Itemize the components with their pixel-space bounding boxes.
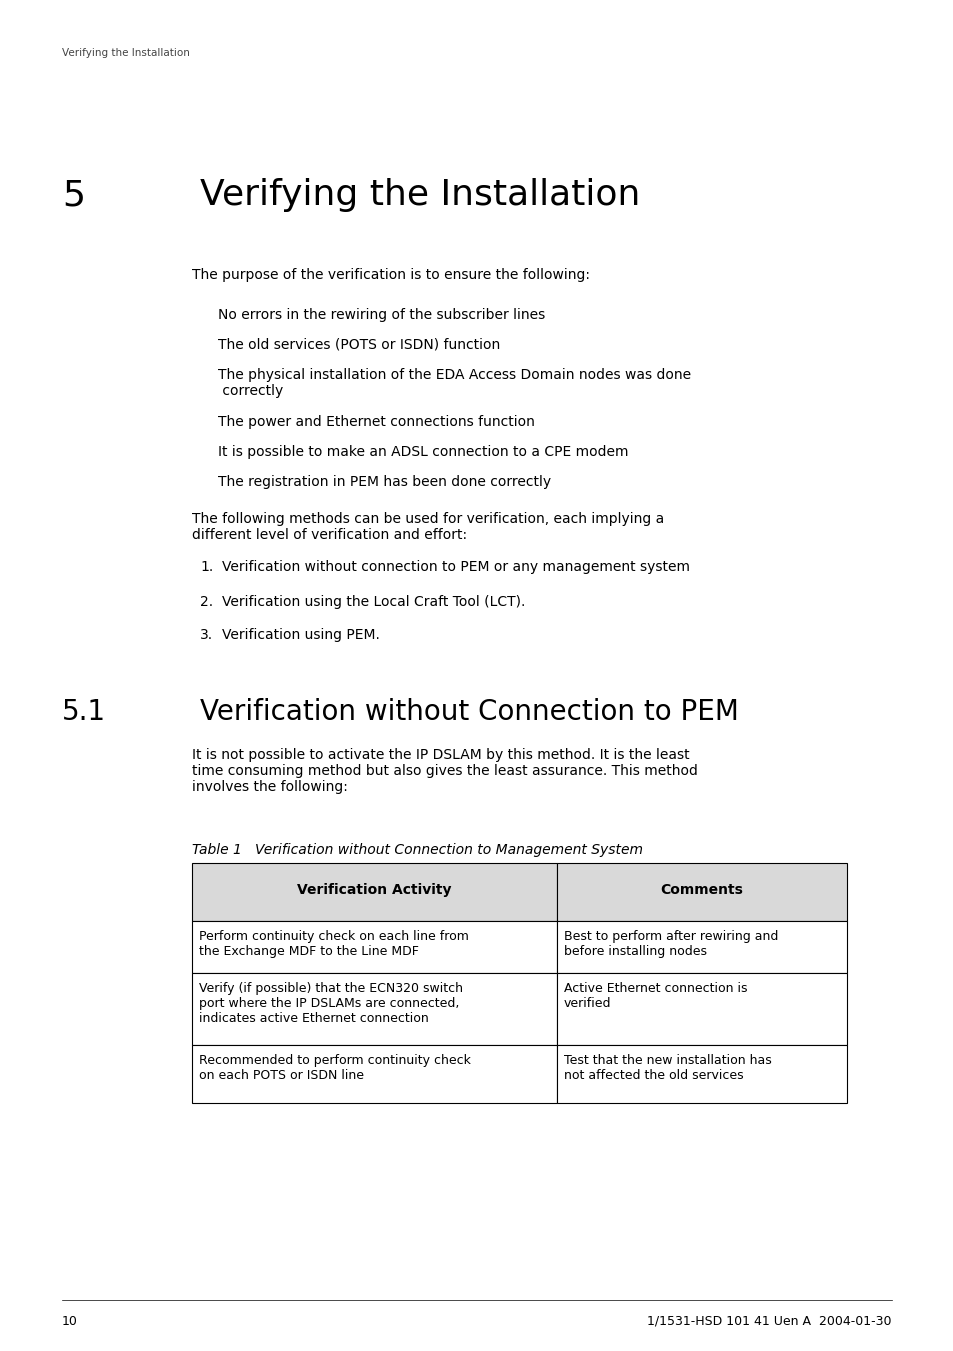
Text: The physical installation of the EDA Access Domain nodes was done
 correctly: The physical installation of the EDA Acc… bbox=[218, 367, 690, 399]
Text: 1.: 1. bbox=[200, 561, 213, 574]
Text: 5: 5 bbox=[62, 178, 85, 212]
Text: Verification using PEM.: Verification using PEM. bbox=[222, 628, 379, 642]
Bar bbox=[557, 863, 846, 921]
Text: Active Ethernet connection is
verified: Active Ethernet connection is verified bbox=[563, 982, 747, 1011]
Text: The old services (POTS or ISDN) function: The old services (POTS or ISDN) function bbox=[218, 338, 499, 353]
Text: The power and Ethernet connections function: The power and Ethernet connections funct… bbox=[218, 415, 535, 430]
Bar bbox=[192, 863, 557, 921]
Text: No errors in the rewiring of the subscriber lines: No errors in the rewiring of the subscri… bbox=[218, 308, 545, 322]
Text: Verifying the Installation: Verifying the Installation bbox=[62, 49, 190, 58]
Text: 3.: 3. bbox=[200, 628, 213, 642]
Text: The registration in PEM has been done correctly: The registration in PEM has been done co… bbox=[218, 476, 551, 489]
Text: The following methods can be used for verification, each implying a
different le: The following methods can be used for ve… bbox=[192, 512, 663, 542]
Text: 1/1531-HSD 101 41 Uen A  2004-01-30: 1/1531-HSD 101 41 Uen A 2004-01-30 bbox=[647, 1315, 891, 1328]
Bar bbox=[192, 973, 557, 1046]
Text: Table 1: Table 1 bbox=[192, 843, 242, 857]
Text: Comments: Comments bbox=[659, 884, 742, 897]
Text: Verifying the Installation: Verifying the Installation bbox=[200, 178, 639, 212]
Bar bbox=[557, 1046, 846, 1102]
Bar bbox=[557, 973, 846, 1046]
Text: Verification without Connection to Management System: Verification without Connection to Manag… bbox=[254, 843, 642, 857]
Text: Recommended to perform continuity check
on each POTS or ISDN line: Recommended to perform continuity check … bbox=[199, 1054, 471, 1082]
Text: 2.: 2. bbox=[200, 594, 213, 609]
Bar bbox=[192, 1046, 557, 1102]
Text: It is possible to make an ADSL connection to a CPE modem: It is possible to make an ADSL connectio… bbox=[218, 444, 628, 459]
Text: Verification without Connection to PEM: Verification without Connection to PEM bbox=[200, 698, 739, 725]
Text: Best to perform after rewiring and
before installing nodes: Best to perform after rewiring and befor… bbox=[563, 929, 778, 958]
Text: It is not possible to activate the IP DSLAM by this method. It is the least
time: It is not possible to activate the IP DS… bbox=[192, 748, 698, 794]
Text: Test that the new installation has
not affected the old services: Test that the new installation has not a… bbox=[563, 1054, 771, 1082]
Text: 10: 10 bbox=[62, 1315, 78, 1328]
Text: 5.1: 5.1 bbox=[62, 698, 106, 725]
Text: The purpose of the verification is to ensure the following:: The purpose of the verification is to en… bbox=[192, 267, 589, 282]
Bar bbox=[192, 921, 557, 973]
Text: Verification using the Local Craft Tool (LCT).: Verification using the Local Craft Tool … bbox=[222, 594, 525, 609]
Text: Perform continuity check on each line from
the Exchange MDF to the Line MDF: Perform continuity check on each line fr… bbox=[199, 929, 468, 958]
Bar bbox=[557, 921, 846, 973]
Text: Verify (if possible) that the ECN320 switch
port where the IP DSLAMs are connect: Verify (if possible) that the ECN320 swi… bbox=[199, 982, 462, 1025]
Text: Verification Activity: Verification Activity bbox=[297, 884, 452, 897]
Text: Verification without connection to PEM or any management system: Verification without connection to PEM o… bbox=[222, 561, 689, 574]
